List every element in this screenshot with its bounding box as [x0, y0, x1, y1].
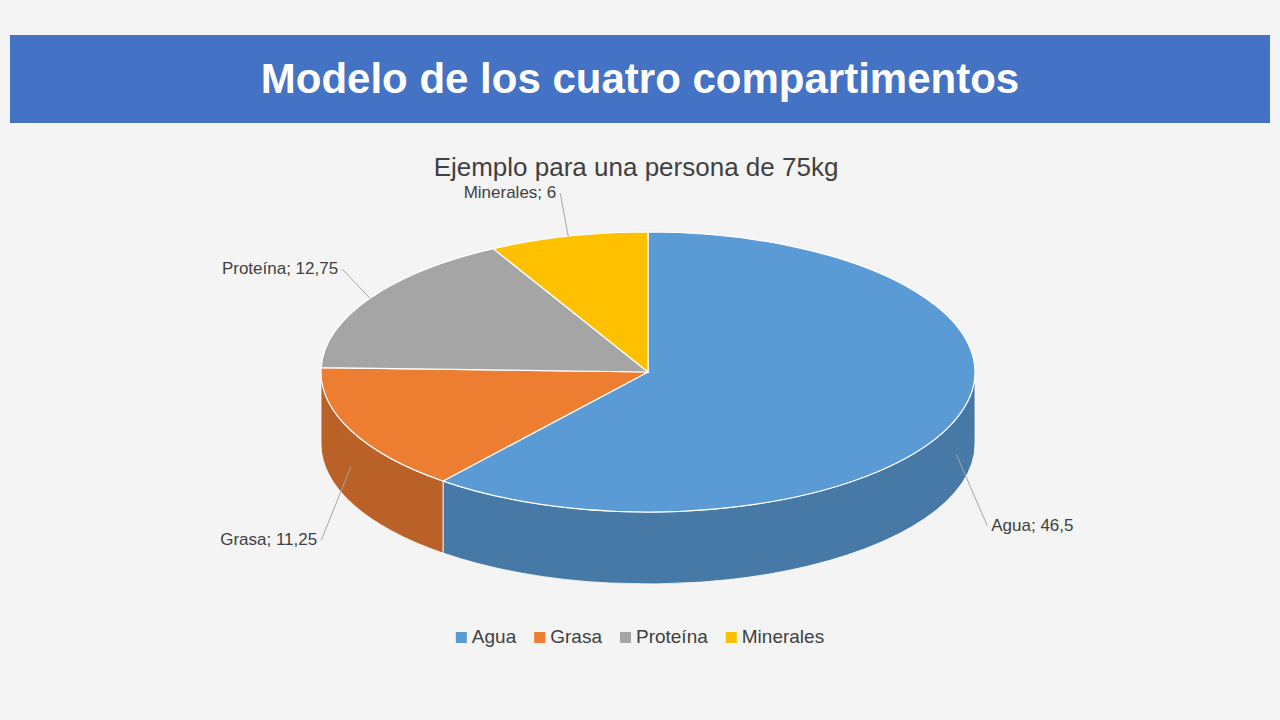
data-label: Grasa; 11,25	[220, 530, 317, 549]
leader-line	[321, 467, 351, 541]
slice-top	[321, 368, 648, 481]
legend-swatch	[534, 632, 545, 643]
legend: Agua Grasa Proteína Minerales	[456, 626, 824, 647]
background	[0, 0, 1280, 720]
slice	[321, 368, 648, 553]
slice	[493, 232, 648, 372]
data-label: Proteína; 12,75	[222, 259, 338, 278]
leader-line	[342, 269, 370, 298]
leader-line	[560, 193, 568, 236]
legend-swatch	[726, 632, 737, 643]
legend-item: Proteína	[620, 626, 708, 647]
legend-label: Grasa	[550, 626, 602, 647]
subtitle: Ejemplo para una persona de 75kg	[434, 152, 839, 182]
data-label: Minerales; 6	[464, 183, 557, 202]
leader-line	[956, 455, 987, 526]
slice-top	[493, 232, 648, 372]
title: Modelo de los cuatro compartimentos	[261, 55, 1019, 102]
legend-swatch	[620, 632, 631, 643]
legend-swatch	[456, 632, 467, 643]
legend-label: Minerales	[742, 626, 824, 647]
data-labels: Agua; 46,5 Grasa; 11,25 Proteína; 12,75 Min…	[220, 183, 1073, 549]
legend-item: Grasa	[534, 626, 602, 647]
legend-label: Agua	[472, 626, 517, 647]
title-banner	[10, 35, 1270, 123]
data-label: Agua; 46,5	[991, 516, 1073, 535]
legend-item: Minerales	[726, 626, 824, 647]
legend-label: Proteína	[636, 626, 708, 647]
pie	[321, 232, 975, 584]
legend-item: Agua	[456, 626, 517, 647]
